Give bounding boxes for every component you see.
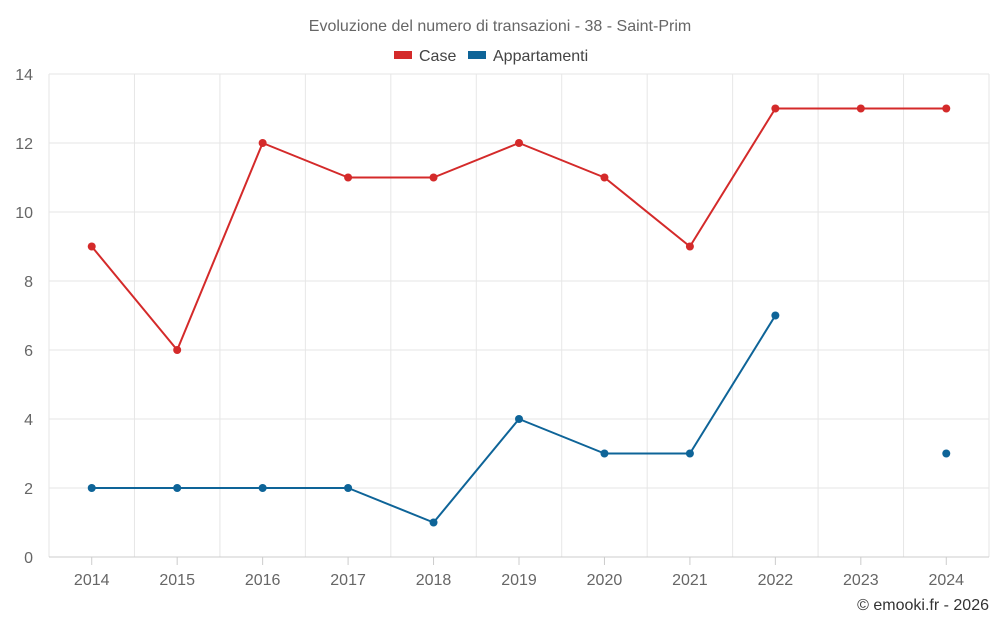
legend-label-appartamenti: Appartamenti <box>493 48 588 65</box>
data-point[interactable] <box>685 449 694 458</box>
y-tick-label: 2 <box>24 481 33 498</box>
series-appartamenti <box>87 311 951 527</box>
x-tick-label: 2014 <box>74 572 110 589</box>
data-point[interactable] <box>429 173 438 182</box>
data-point[interactable] <box>771 311 780 320</box>
x-tick-label: 2016 <box>245 572 281 589</box>
data-point[interactable] <box>515 139 523 147</box>
x-tick-label: 2019 <box>501 572 537 589</box>
x-tick-label: 2024 <box>928 572 964 589</box>
data-point[interactable] <box>87 242 96 251</box>
axes: 0 2 4 6 8 10 12 14 2014 2015 2016 2017 2018 2019 2020 2… <box>15 67 989 589</box>
y-tick-label: 14 <box>15 67 33 84</box>
y-tick-label: 4 <box>24 412 33 429</box>
x-tick-label: 2020 <box>587 572 623 589</box>
data-point[interactable] <box>771 104 780 113</box>
x-tick-label: 2021 <box>672 572 708 589</box>
x-tick-label: 2017 <box>330 572 366 589</box>
legend-swatch-case <box>394 51 412 59</box>
data-point[interactable] <box>344 173 353 182</box>
credit-text: © emooki.fr - 2026 <box>857 597 989 614</box>
data-point[interactable] <box>344 484 353 492</box>
data-point[interactable] <box>173 346 182 354</box>
data-point[interactable] <box>429 518 438 527</box>
y-tick-label: 6 <box>24 343 33 360</box>
data-point[interactable] <box>600 173 609 182</box>
data-point[interactable] <box>942 449 951 458</box>
data-point[interactable] <box>600 449 609 458</box>
data-point[interactable] <box>87 484 96 492</box>
y-tick-label: 8 <box>24 274 33 291</box>
data-point[interactable] <box>515 415 523 423</box>
series-case <box>87 104 951 354</box>
y-tick-label: 0 <box>24 550 33 567</box>
data-point[interactable] <box>685 242 694 251</box>
data-point[interactable] <box>856 104 865 113</box>
y-tick-label: 12 <box>15 136 33 153</box>
legend-item-case[interactable]: Case <box>394 48 456 65</box>
x-tick-label: 2023 <box>843 572 879 589</box>
data-point[interactable] <box>258 484 267 492</box>
legend-label-case: Case <box>419 48 456 65</box>
legend-item-appartamenti[interactable]: Appartamenti <box>468 48 588 65</box>
data-point[interactable] <box>258 139 267 147</box>
series <box>87 104 951 527</box>
legend-swatch-appartamenti <box>468 51 486 59</box>
legend: Case Appartamenti <box>394 48 588 65</box>
data-point[interactable] <box>173 484 182 492</box>
y-tick-label: 10 <box>15 205 33 222</box>
data-point[interactable] <box>942 104 951 113</box>
x-tick-label: 2018 <box>416 572 452 589</box>
x-tick-label: 2015 <box>159 572 195 589</box>
x-tick-label: 2022 <box>758 572 794 589</box>
chart-title: Evoluzione del numero di transazioni - 3… <box>309 18 691 35</box>
